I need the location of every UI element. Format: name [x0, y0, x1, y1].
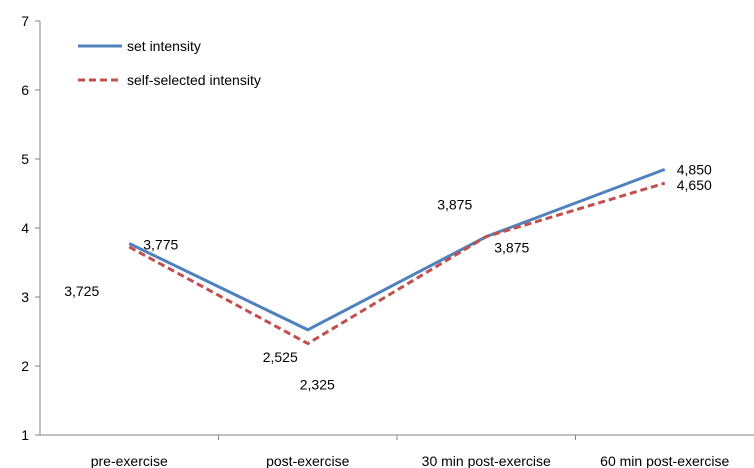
- data-label: 4,850: [677, 161, 712, 177]
- x-tick-label: 60 min post-exercise: [600, 453, 729, 468]
- series-line-self-selected-intensity: [128, 181, 666, 346]
- y-tick-label: 2: [21, 358, 29, 374]
- x-tick-label: post-exercise: [266, 453, 349, 468]
- data-label: 2,525: [263, 349, 298, 365]
- y-tick-label: 4: [21, 220, 29, 236]
- data-label: 3,775: [143, 237, 178, 253]
- legend: set intensity self-selected intensity: [78, 38, 261, 88]
- y-tick-label: 5: [21, 151, 29, 167]
- data-label: 4,650: [677, 177, 712, 193]
- legend-label: set intensity: [127, 38, 201, 54]
- series-layer: [128, 167, 666, 346]
- y-tick-label: 1: [21, 427, 29, 443]
- data-label: 3,725: [64, 283, 99, 299]
- data-label: 3,875: [437, 197, 472, 213]
- axes: 1 2 3 4 5 6 7 pre-exercise post-exercise 30 min p…: [21, 13, 754, 468]
- y-tick-label: 7: [21, 13, 29, 29]
- y-tick-label: 3: [21, 289, 29, 305]
- x-tick-label: 30 min post-exercise: [422, 453, 551, 468]
- data-label: 2,325: [300, 377, 335, 393]
- legend-label: self-selected intensity: [127, 72, 261, 88]
- x-tick-label: pre-exercise: [91, 453, 168, 468]
- y-tick-label: 6: [21, 82, 29, 98]
- data-label: 3,875: [494, 240, 529, 256]
- series-line-set-intensity: [128, 167, 666, 332]
- data-labels: 3,775 2,525 3,875 4,850 3,725 2,325 3,875 4,650: [64, 161, 712, 392]
